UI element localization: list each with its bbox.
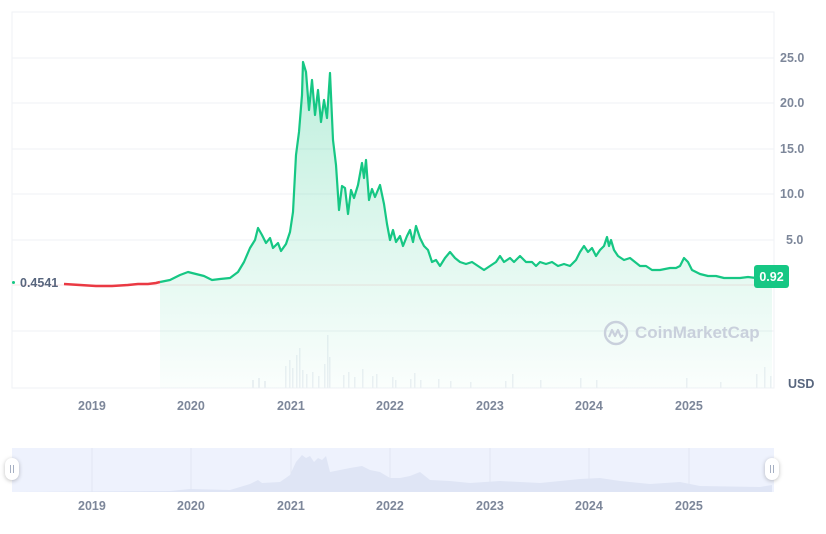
- x-tick: 2021: [277, 399, 305, 413]
- price-area: [160, 62, 772, 388]
- start-marker: [12, 281, 15, 284]
- y-tick: 25.0: [780, 51, 804, 65]
- navigator-x-tick: 2019: [78, 499, 106, 513]
- x-tick: 2022: [376, 399, 404, 413]
- navigator-x-tick: 2022: [376, 499, 404, 513]
- y-tick: 10.0: [780, 187, 804, 201]
- x-tick: 2024: [575, 399, 603, 413]
- coinmarketcap-logo-icon: [603, 320, 629, 346]
- navigator-x-tick: 2023: [476, 499, 504, 513]
- x-tick: 2019: [78, 399, 106, 413]
- currency-label: USD: [788, 377, 815, 391]
- navigator-x-tick: 2021: [277, 499, 305, 513]
- watermark-text: CoinMarketCap: [635, 323, 760, 342]
- x-tick: 2020: [177, 399, 205, 413]
- x-axis: 2019 2020 2021 2022 2023 2024 2025: [78, 399, 703, 413]
- navigator-left-handle[interactable]: [5, 458, 19, 480]
- start-price-label: 0.4541: [20, 276, 59, 290]
- navigator-x-tick: 2025: [675, 499, 703, 513]
- navigator-area: [12, 455, 772, 492]
- price-line-up: [159, 60, 773, 284]
- navigator-x-tick: 2020: [177, 499, 205, 513]
- x-tick: 2025: [675, 399, 703, 413]
- range-navigator[interactable]: 2019 2020 2021 2022 2023 2024 2025: [12, 448, 774, 513]
- navigator-x-tick: 2024: [575, 499, 603, 513]
- price-line-down: [63, 280, 161, 288]
- x-tick: 2023: [476, 399, 504, 413]
- grid-lines: [12, 57, 774, 332]
- current-price-badge: 0.92: [754, 265, 789, 288]
- y-tick: 5.0: [786, 233, 803, 247]
- y-tick: 20.0: [780, 96, 804, 110]
- watermark: CoinMarketCap: [603, 320, 760, 346]
- navigator-right-handle[interactable]: [765, 458, 779, 480]
- y-tick: 15.0: [780, 142, 804, 156]
